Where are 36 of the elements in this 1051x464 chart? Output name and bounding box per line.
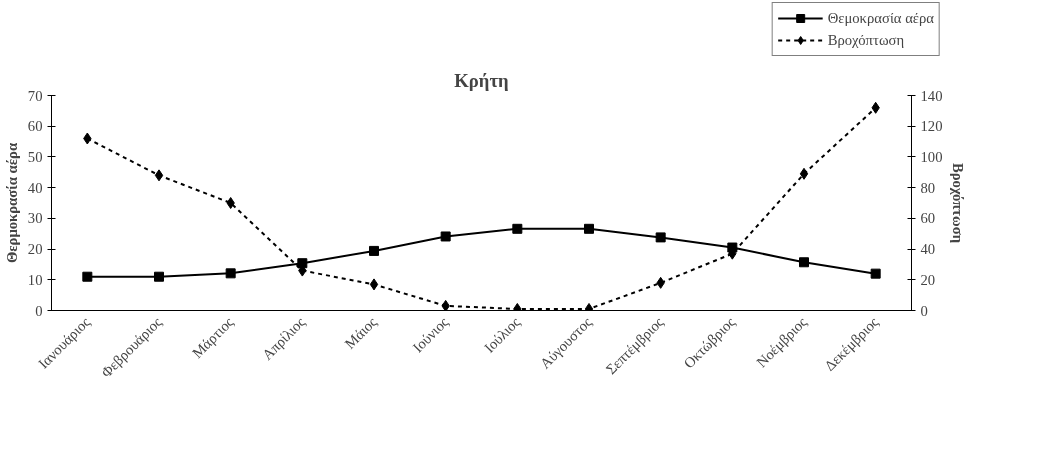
y-tick-label: 30 [27, 210, 43, 227]
y-tick-label: 70 [27, 87, 43, 104]
y2-tick-label: 40 [920, 241, 936, 258]
y-tick-label: 0 [35, 302, 43, 319]
point [369, 245, 379, 256]
y2-tick-label: 60 [920, 210, 936, 227]
point [655, 232, 666, 243]
point [441, 299, 450, 311]
y2-tick-label: 0 [920, 302, 928, 319]
legend-label: Θεμοκρασία αέρα [827, 9, 934, 27]
point [154, 169, 164, 182]
chart-title: Κρήτη [454, 69, 509, 91]
point [154, 271, 164, 282]
legend-label: Βροχόπτωση [827, 31, 905, 49]
y-tick-label: 10 [27, 271, 43, 288]
point [512, 223, 523, 234]
point [799, 257, 809, 268]
y2-tick-label: 20 [920, 271, 936, 288]
y-tick-label: 50 [27, 148, 43, 165]
point [82, 271, 93, 282]
y-axis-title: Θερμοκρασία αέρα [3, 142, 20, 264]
y2-tick-label: 140 [920, 87, 943, 104]
y-tick-label: 20 [27, 241, 43, 258]
y2-axis-title: Βροχόπτωση [950, 162, 967, 244]
y2-tick-label: 80 [920, 179, 936, 196]
point [440, 231, 451, 242]
y-tick-label: 40 [27, 179, 43, 196]
point [225, 268, 236, 279]
point [584, 223, 594, 234]
point [369, 278, 379, 291]
point [870, 268, 881, 279]
y2-tick-label: 100 [920, 148, 943, 165]
y2-tick-label: 120 [920, 118, 943, 135]
y-tick-label: 60 [27, 118, 43, 135]
point [226, 197, 235, 209]
point [799, 167, 809, 180]
